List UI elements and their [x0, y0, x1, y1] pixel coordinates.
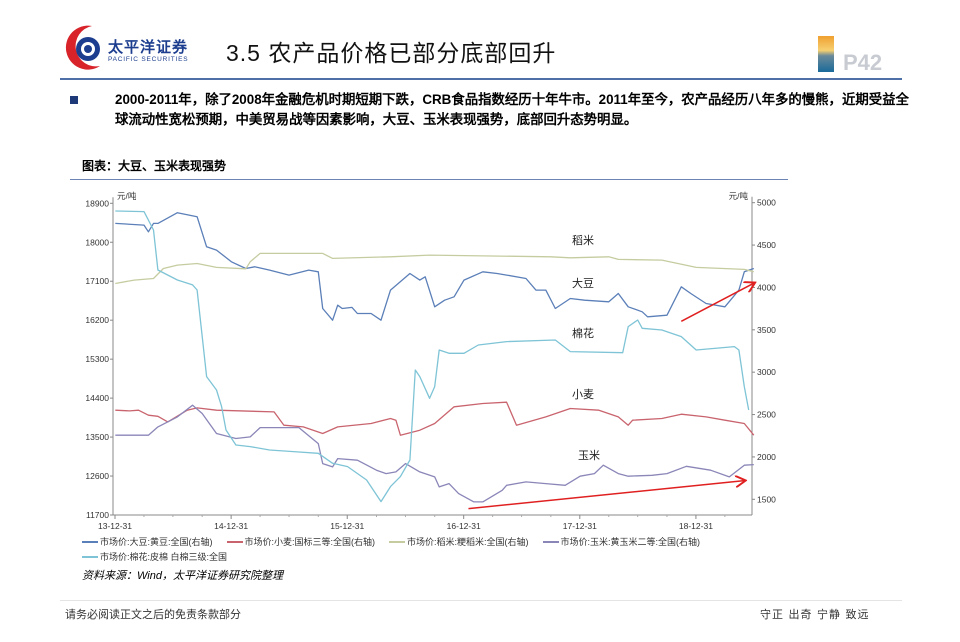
label-cotton: 棉花: [572, 326, 594, 340]
right-axis-unit: 元/吨: [729, 191, 749, 201]
label-soybean: 大豆: [572, 276, 594, 290]
legend-label: 市场价:棉花:皮棉 白棉三级:全国: [100, 552, 228, 562]
bullet-square-icon: [70, 96, 78, 104]
legend-swatch: [82, 541, 98, 543]
legend-soybean: 市场价:大豆:黄豆:全国(右轴): [82, 536, 213, 548]
legend-cotton: 市场价:棉花:皮棉 白棉三级:全国: [82, 551, 227, 563]
chart-title-divider: [70, 179, 788, 180]
right-tick-label: 3500: [757, 325, 776, 335]
header-divider: [60, 78, 902, 80]
right-tick-label: 5000: [757, 198, 776, 208]
logo-text-cn: 太平洋证券: [108, 39, 189, 56]
x-tick-label: 17-12-31: [563, 521, 597, 531]
right-tick-label: 4000: [757, 282, 776, 292]
legend-label: 市场价:大豆:黄豆:全国(右轴): [100, 537, 213, 547]
right-tick-label: 1500: [757, 494, 776, 504]
series-line-rice: [115, 252, 754, 285]
company-logo: [62, 22, 107, 72]
x-tick-label: 13-12-31: [98, 521, 132, 531]
right-tick-label: 4500: [757, 240, 776, 250]
left-tick-label: 16200: [85, 315, 109, 325]
legend-swatch: [542, 541, 559, 543]
left-axis-unit: 元/吨: [117, 191, 137, 201]
legend-corn: 市场价:玉米:黄玉米二等:全国(右轴): [542, 536, 701, 548]
label-corn: 玉米: [578, 449, 600, 462]
footer-divider: [60, 600, 902, 601]
chart-legend: 市场价:大豆:黄豆:全国(右轴) 市场价:小麦:国标三等:全国(右轴) 市场价:…: [82, 536, 797, 563]
bullet-text: 2000-2011年，除了2008年金融危机时期短期下跌，CRB食品指数经历十年…: [115, 92, 909, 127]
footer-motto: 守正 出奇 宁静 致远: [760, 608, 870, 621]
right-tick-label: 2000: [757, 452, 776, 462]
legend-label: 市场价:小麦:国标三等:全国(右轴): [244, 537, 376, 547]
series-line-soybean: [115, 212, 755, 321]
left-tick-label: 12600: [85, 471, 109, 481]
legend-label: 市场价:稻米:粳稻米:全国(右轴): [407, 537, 529, 547]
legend-swatch: [82, 556, 98, 558]
right-tick-label: 3000: [757, 367, 776, 377]
page-title: 3.5 农产品价格已部分底部回升: [226, 40, 557, 66]
x-tick-label: 14-12-31: [214, 521, 248, 531]
legend-swatch: [389, 541, 405, 543]
legend-rice: 市场价:稻米:粳稻米:全国(右轴): [389, 536, 529, 548]
left-tick-label: 18900: [85, 198, 109, 208]
x-tick-label: 16-12-31: [447, 521, 481, 531]
chart-title: 图表：大豆、玉米表现强势: [82, 159, 227, 173]
series-line-wheat: [115, 401, 755, 436]
label-rice: 稻米: [572, 234, 594, 247]
left-tick-label: 18000: [85, 237, 109, 247]
left-tick-label: 17100: [85, 276, 109, 286]
x-tick-label: 18-12-31: [679, 521, 713, 531]
right-tick-label: 2500: [757, 410, 776, 420]
logo-mark-icon: [65, 25, 100, 70]
left-tick-label: 11700: [86, 510, 109, 520]
legend-label: 市场价:玉米:黄玉米二等:全国(右轴): [560, 537, 701, 547]
trend-arrow-icon: [680, 283, 754, 323]
footer-disclaimer: 请务必阅读正文之后的免责条款部分: [65, 608, 241, 621]
series-line-cotton: [115, 210, 750, 503]
sunset-image-icon: [818, 36, 834, 72]
label-wheat: 小麦: [572, 388, 594, 401]
legend-swatch: [226, 541, 243, 543]
chart-footer: 市场价:大豆:黄豆:全国(右轴) 市场价:小麦:国标三等:全国(右轴) 市场价:…: [82, 536, 797, 583]
left-tick-label: 13500: [85, 432, 109, 442]
source-note: 资料来源：Wind，太平洋证券研究院整理: [82, 570, 283, 582]
logo-text-en: PACIFIC SECURITIES: [108, 56, 189, 63]
legend-wheat: 市场价:小麦:国标三等:全国(右轴): [226, 536, 376, 548]
page-number: P42: [843, 50, 883, 75]
series-line-corn: [115, 404, 754, 503]
left-tick-label: 15300: [85, 354, 109, 364]
trend-arrow-icon: [468, 481, 744, 510]
left-tick-label: 14400: [85, 393, 109, 403]
x-tick-label: 15-12-31: [330, 521, 364, 531]
